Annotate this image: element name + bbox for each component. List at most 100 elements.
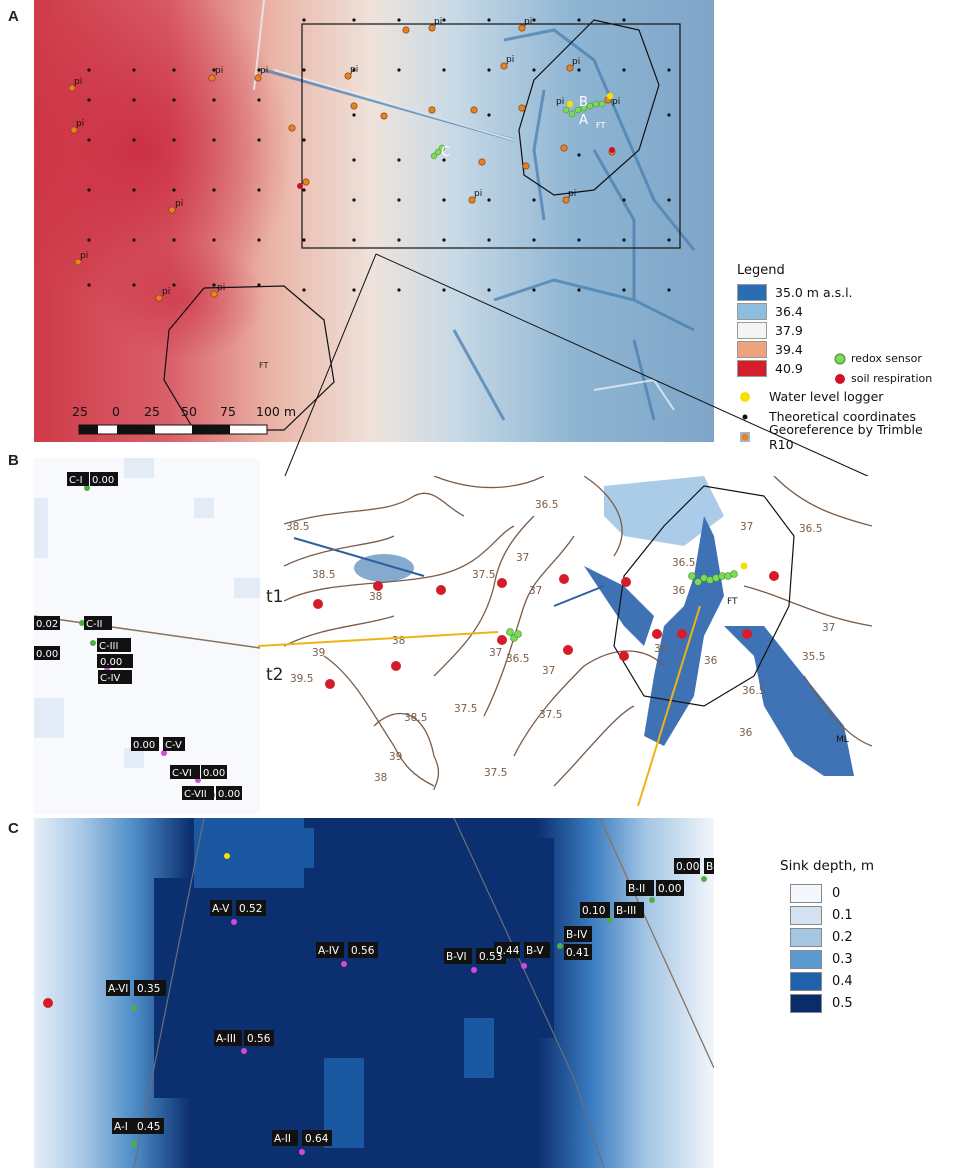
ft-polygon-lower [163, 285, 335, 431]
svg-text:37: 37 [822, 622, 835, 634]
scale-bar [78, 424, 268, 435]
ft-label-b: FT [727, 597, 738, 607]
panel-letter-c: C [8, 820, 19, 837]
soil-respiration-c [43, 998, 53, 1008]
panel-letter-a: A [8, 8, 19, 25]
swatch-depth-2 [790, 928, 822, 947]
zoom-connectors-a-b [284, 253, 873, 479]
svg-text:pi: pi [80, 251, 88, 261]
callout-arrows [257, 605, 701, 807]
c-label-boxes [34, 472, 242, 800]
swatch-depth-3 [790, 950, 822, 969]
svg-text:pi: pi [76, 119, 84, 129]
svg-text:50: 50 [181, 404, 197, 419]
legend-elev-4: 40.9 [737, 360, 803, 377]
svg-text:37.5: 37.5 [539, 709, 562, 721]
legend-elev-0: 35.0 m a.s.l. [737, 284, 853, 301]
svg-text:pi: pi [74, 77, 82, 87]
svg-text:A-V: A-V [212, 903, 230, 915]
legend-soil-resp: soil respiration [833, 370, 932, 387]
svg-text:B-III: B-III [616, 905, 636, 917]
svg-text:pi: pi [162, 287, 170, 297]
svg-text:pi: pi [217, 283, 225, 293]
svg-text:0.00: 0.00 [133, 740, 155, 751]
svg-text:pi: pi [572, 57, 580, 67]
svg-text:B-I: B-I [706, 861, 714, 873]
svg-text:37: 37 [516, 552, 529, 564]
svg-text:0.00: 0.00 [36, 649, 58, 660]
svg-text:0: 0 [112, 404, 120, 419]
pi-labels: pi pi pi pi pi pi pi pi pi pi pi pi pi pi pi pi pi [74, 17, 620, 297]
svg-text:36: 36 [672, 585, 686, 597]
panel-b-inset-c: C-I 0.00 0.02 C-II 0.00 C-III 0.00 C-IV 0.00… [34, 458, 260, 814]
swatch-elev-1 [737, 303, 767, 320]
svg-text:36.5: 36.5 [742, 685, 765, 697]
svg-text:B-VI: B-VI [446, 951, 467, 963]
c-label-boxes-a [106, 858, 714, 1146]
svg-text:pi: pi [474, 189, 482, 199]
ft-polygon-upper [518, 19, 660, 196]
panel-b-contour-map: 38.5 38.5 38 39 39.5 38 39 38.5 37.5 37 … [284, 476, 872, 790]
swatch-elev-0 [737, 284, 767, 301]
soil-respiration-points-b [313, 571, 779, 689]
svg-text:38.5: 38.5 [286, 521, 309, 533]
svg-text:0.56: 0.56 [351, 945, 375, 957]
legend-elev-1: 36.4 [737, 303, 803, 320]
c-sensors-a [131, 853, 707, 1155]
ft-label-upper: FT [596, 121, 605, 130]
svg-text:38.5: 38.5 [312, 569, 335, 581]
redox-sensors-b [506, 570, 738, 642]
legend-georef: Georeference by Trimble R10 [737, 422, 951, 452]
svg-text:0.00: 0.00 [658, 883, 681, 895]
svg-text:0.02: 0.02 [36, 619, 58, 630]
svg-text:0.00: 0.00 [676, 861, 699, 873]
svg-text:pi: pi [175, 199, 183, 209]
svg-text:0.64: 0.64 [305, 1133, 329, 1145]
water-logger-b [740, 562, 748, 570]
svg-text:pi: pi [524, 17, 532, 27]
svg-text:25: 25 [72, 404, 88, 419]
svg-text:C-IV: C-IV [100, 673, 121, 684]
svg-text:A-I: A-I [114, 1121, 128, 1133]
svg-text:35.5: 35.5 [802, 651, 825, 663]
depth-legend-0: 0 [790, 884, 840, 903]
soil-respiration-points-a [297, 147, 615, 189]
panel-c-sink-depth: A-V 0.52 A-IV 0.56 A-VI 0.35 A-III 0.56 A-I 0… [34, 818, 714, 1168]
ft-polygon-b [613, 485, 795, 707]
ft-label-lower: FT [259, 361, 268, 370]
redox-sensors-a [430, 100, 606, 160]
svg-text:pi: pi [434, 17, 442, 27]
svg-text:C-VII: C-VII [184, 789, 207, 800]
theoretical-points [87, 18, 671, 292]
svg-text:36: 36 [654, 643, 668, 655]
svg-text:C-II: C-II [86, 619, 103, 630]
svg-text:100 m: 100 m [256, 404, 296, 419]
ml-label: ML [836, 735, 849, 745]
swatch-depth-5 [790, 994, 822, 1013]
site-label-c: C [441, 145, 450, 160]
panel-a-legend: Legend 35.0 m a.s.l. 36.4 37.9 39.4 40.9… [737, 262, 951, 452]
depth-legend-1: 0.1 [790, 906, 853, 925]
svg-text:A-VI: A-VI [108, 983, 128, 995]
svg-text:36.5: 36.5 [672, 557, 695, 569]
georef-points [68, 24, 616, 302]
svg-text:37: 37 [489, 647, 502, 659]
svg-text:36.5: 36.5 [799, 523, 822, 535]
svg-text:C-III: C-III [99, 641, 118, 652]
svg-text:36.5: 36.5 [535, 499, 558, 511]
svg-text:0.00: 0.00 [100, 657, 122, 668]
svg-text:0.00: 0.00 [203, 768, 225, 779]
svg-text:36.5: 36.5 [506, 653, 529, 665]
depth-legend-5: 0.5 [790, 994, 853, 1013]
swatch-depth-0 [790, 884, 822, 903]
site-label-b: B [579, 95, 588, 110]
svg-text:pi: pi [260, 66, 268, 76]
svg-text:C-VI: C-VI [172, 768, 192, 779]
water-loggers-a [566, 92, 614, 108]
svg-text:pi: pi [556, 97, 564, 107]
swatch-elev-4 [737, 360, 767, 377]
depth-legend-4: 0.4 [790, 972, 853, 991]
legend-title: Legend [737, 263, 785, 278]
legend-redox: redox sensor [833, 350, 922, 367]
sink-areas [354, 476, 854, 776]
